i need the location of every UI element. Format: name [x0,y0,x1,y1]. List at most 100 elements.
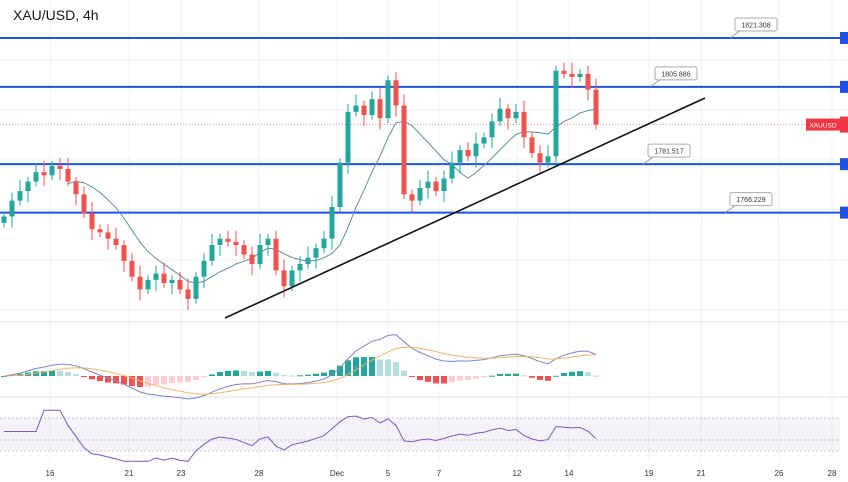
candle-body [353,105,359,112]
macd-histogram-bar [545,376,551,381]
candle-body [161,273,167,284]
candle-body [561,70,567,74]
candle-body [593,89,599,125]
macd-histogram-bar [497,373,503,376]
level-callout [734,17,778,32]
macd-histogram-bar [201,376,207,378]
candle-body [329,206,335,239]
level-price-tag [840,80,848,93]
x-tick-label: 26 [775,469,784,478]
level-price-tag [840,206,848,219]
callout-pointer [642,156,654,165]
macd-histogram-bar [193,376,199,381]
macd-histogram-bar [265,371,271,376]
candle-body [209,245,215,261]
macd-histogram-bar [209,374,215,376]
macd-histogram-bar [217,372,223,376]
macd-histogram-bar [177,376,183,383]
macd-histogram-bar [361,357,367,376]
macd-histogram-bar [321,372,327,376]
candle-body [577,73,583,78]
candle-body [433,181,439,192]
candle-body [457,149,463,163]
macd-histogram-bar [65,372,71,376]
macd-histogram-bar [409,376,415,377]
candle-body [345,111,351,163]
candle-body [129,260,135,277]
candle-body [9,200,15,217]
candle-body [49,165,55,176]
macd-histogram-bar [329,369,335,376]
candle-body [201,260,207,277]
x-tick-label: 7 [437,469,442,478]
candle-body [305,257,311,265]
candle-body [57,165,63,169]
candle-body [289,270,295,287]
x-tick-label: 28 [828,469,837,478]
candle-body [105,232,111,239]
macd-histogram-bar [417,376,423,381]
candle-body [33,172,39,182]
macd-histogram-bar [593,375,599,377]
macd-histogram-bar [585,372,591,376]
level-label: 1821.308 [741,23,770,30]
candle-body [465,149,471,157]
candle-body [321,238,327,249]
candle-body [73,181,79,195]
macd-histogram-bar [161,376,167,385]
candle-body [17,191,23,201]
candle-body [553,70,559,157]
candle-body [65,168,71,182]
macd-histogram-bar [97,376,103,382]
candle-body [417,187,423,201]
moving-average-line [67,108,597,284]
macd-histogram-bar [113,376,119,384]
x-tick-label: 19 [645,469,654,478]
candle-body [545,156,551,163]
macd-histogram-bar [561,373,567,376]
candle-body [41,172,47,176]
macd-histogram-bar [57,370,63,376]
candle-body [521,111,527,138]
candle-body [273,238,279,271]
macd-histogram-bar [441,376,447,384]
macd-histogram-bar [137,376,143,388]
macd-line [3,334,597,400]
macd-histogram-bar [41,371,47,376]
candle-body [337,162,343,207]
level-callout [647,143,691,158]
macd-histogram-bar [337,365,343,376]
callout-pointer [649,79,661,88]
x-tick-label: 28 [255,469,264,478]
macd-histogram-bar [433,376,439,384]
ascending-trendline [224,97,706,319]
candle-body [145,279,151,290]
candle-body [537,153,543,163]
macd-histogram-bar [289,375,295,377]
candle-body [121,245,127,261]
x-tick-label: Dec [330,469,344,478]
candle-body [441,178,447,192]
candle-body [585,73,591,90]
candle-body [369,99,375,116]
candle-body [25,181,31,192]
macd-histogram-bar [345,360,351,376]
x-tick-label: 23 [177,469,186,478]
candle-body [401,105,407,195]
level-label: 1766.229 [736,197,765,204]
candle-body [297,264,303,271]
candle-body [425,181,431,188]
candle-body [473,143,479,157]
macd-histogram-bar [313,373,319,376]
candle-body [449,162,455,179]
level-price-tag [840,32,848,44]
x-tick-label: 21 [125,469,134,478]
x-tick-label: 14 [565,469,574,478]
macd-histogram-bar [305,374,311,376]
macd-histogram-bar [489,375,495,377]
macd-histogram-bar [553,375,559,377]
candle-body [489,121,495,138]
macd-histogram-bar [281,375,287,377]
macd-histogram-bar [225,370,231,376]
